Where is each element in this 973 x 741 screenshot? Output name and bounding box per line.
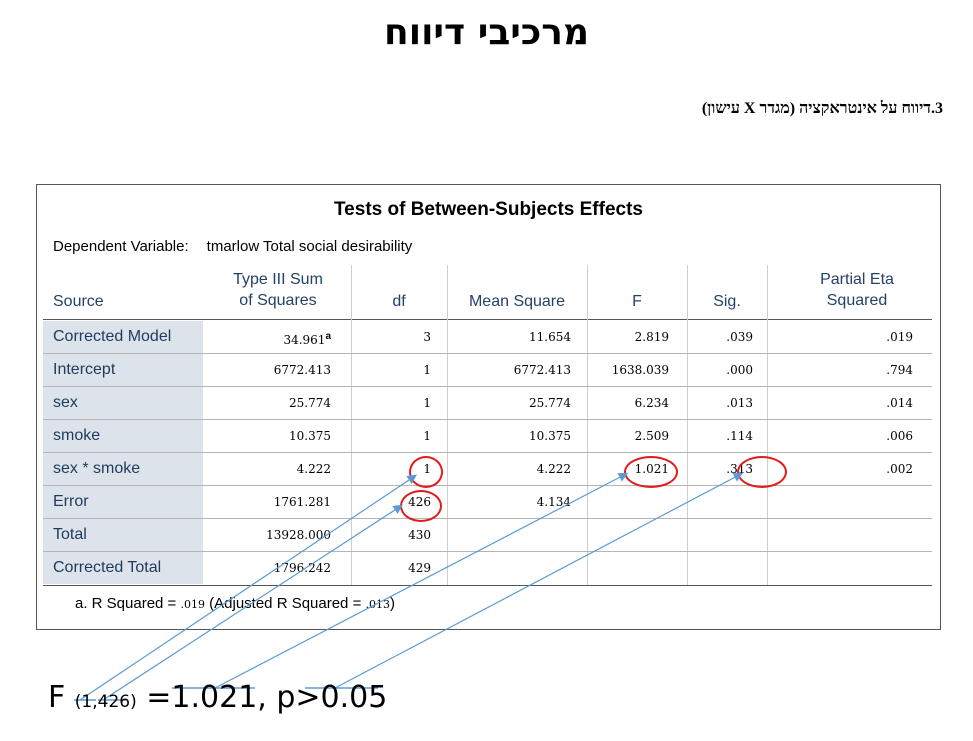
cell-eta: .002 <box>886 462 913 476</box>
cell-ss: 34.961a <box>283 331 331 347</box>
table-bottom-rule <box>43 585 932 586</box>
footnote-marker: a <box>325 331 331 342</box>
cell-ms: 4.222 <box>536 462 571 476</box>
cell-eta: .006 <box>886 429 913 443</box>
cell-eta <box>793 486 913 518</box>
spss-output-table: Tests of Between-Subjects Effects Depend… <box>36 184 941 630</box>
cell-eta <box>793 519 913 551</box>
cell-df: 1 <box>423 429 431 443</box>
cell-f: 6.234 <box>634 396 669 410</box>
cell-ms <box>447 519 571 551</box>
highlight-ring-f <box>624 456 678 488</box>
cell-ss: 4.222 <box>296 462 331 476</box>
row-label: Intercept <box>43 354 203 386</box>
highlight-ring-df-error <box>400 490 442 522</box>
cell-ss: 25.774 <box>289 396 331 410</box>
dependent-variable-value: tmarlow Total social desirability <box>206 238 413 255</box>
cell-f: 2.509 <box>634 429 669 443</box>
table-footnote: a. R Squared = .019 (Adjusted R Squared … <box>75 595 395 612</box>
cell-ms: 10.375 <box>529 429 571 443</box>
cell-f: 1638.039 <box>611 363 669 377</box>
col-divider <box>351 265 352 585</box>
cell-df: 3 <box>423 330 431 344</box>
slide-title: מרכיבי דיווח <box>383 12 589 53</box>
table-title: Tests of Between-Subjects Effects <box>333 199 643 220</box>
dependent-variable: Dependent Variable: tmarlow Total social … <box>53 238 412 255</box>
col-divider <box>587 265 588 585</box>
row-divider <box>43 353 932 354</box>
row-label: Corrected Total <box>43 552 203 584</box>
cell-eta: .014 <box>886 396 913 410</box>
cell-df: 1 <box>423 363 431 377</box>
header-partial-eta: Partial Eta Squared <box>793 269 921 311</box>
cell-f: 2.819 <box>634 330 669 344</box>
cell-ms: 4.134 <box>536 495 571 509</box>
formula-df: (1,426) <box>74 692 137 712</box>
cell-f <box>587 552 669 584</box>
header-df: df <box>392 293 406 310</box>
cell-sig: .000 <box>726 363 753 377</box>
cell-sig: .039 <box>726 330 753 344</box>
cell-sig <box>687 552 753 584</box>
dependent-variable-label: Dependent Variable: <box>53 238 189 255</box>
cell-ms: 25.774 <box>529 396 571 410</box>
cell-df: 430 <box>408 528 431 542</box>
cell-ms <box>447 552 571 584</box>
cell-df: 429 <box>408 561 431 575</box>
cell-ss: 13928.000 <box>266 528 331 542</box>
col-divider <box>447 265 448 585</box>
row-label: sex * smoke <box>43 453 203 485</box>
cell-f <box>587 519 669 551</box>
row-label: smoke <box>43 420 203 452</box>
highlight-ring-df-effect <box>409 456 443 488</box>
cell-df: 1 <box>423 396 431 410</box>
col-divider <box>767 265 768 585</box>
cell-sig <box>687 486 753 518</box>
apa-report-formula: F (1,426) =1.021, p>0.05 <box>48 680 387 715</box>
header-f: F <box>632 293 642 310</box>
cell-ms: 11.654 <box>529 330 571 344</box>
cell-ss: 6772.413 <box>273 363 331 377</box>
header-ss-line2: of Squares <box>239 292 317 309</box>
cell-ms: 6772.413 <box>513 363 571 377</box>
cell-eta: .794 <box>886 363 913 377</box>
row-label: Error <box>43 486 203 518</box>
header-source: Source <box>53 293 104 310</box>
row-divider <box>43 386 932 387</box>
highlight-ring-sig <box>737 456 787 488</box>
cell-ss: 1796.242 <box>273 561 331 575</box>
formula-result: =1.021, p>0.05 <box>136 680 388 715</box>
cell-sig: .013 <box>726 396 753 410</box>
cell-sig: .114 <box>726 429 753 443</box>
header-rule <box>43 319 932 320</box>
cell-f <box>587 486 669 518</box>
cell-sig <box>687 519 753 551</box>
cell-ss: 10.375 <box>289 429 331 443</box>
header-sig: Sig. <box>713 293 741 310</box>
slide-subtitle: 3.דיווח על אינטראקציה (מגדר X עישון) <box>701 100 943 117</box>
row-label: Total <box>43 519 203 551</box>
row-label: Corrected Model <box>43 321 203 353</box>
header-eta-line2: Squared <box>826 292 888 309</box>
cell-eta <box>793 552 913 584</box>
row-divider <box>43 419 932 420</box>
col-divider <box>687 265 688 585</box>
cell-eta: .019 <box>886 330 913 344</box>
header-eta-line1: Partial Eta <box>820 271 894 288</box>
header-ss-line1: Type III Sum <box>233 271 323 288</box>
row-label: sex <box>43 387 203 419</box>
row-divider <box>43 452 932 453</box>
header-sum-of-squares: Type III Sum of Squares <box>205 269 351 311</box>
cell-ss: 1761.281 <box>273 495 331 509</box>
header-mean-square: Mean Square <box>468 293 566 310</box>
formula-f-label: F <box>48 680 75 715</box>
